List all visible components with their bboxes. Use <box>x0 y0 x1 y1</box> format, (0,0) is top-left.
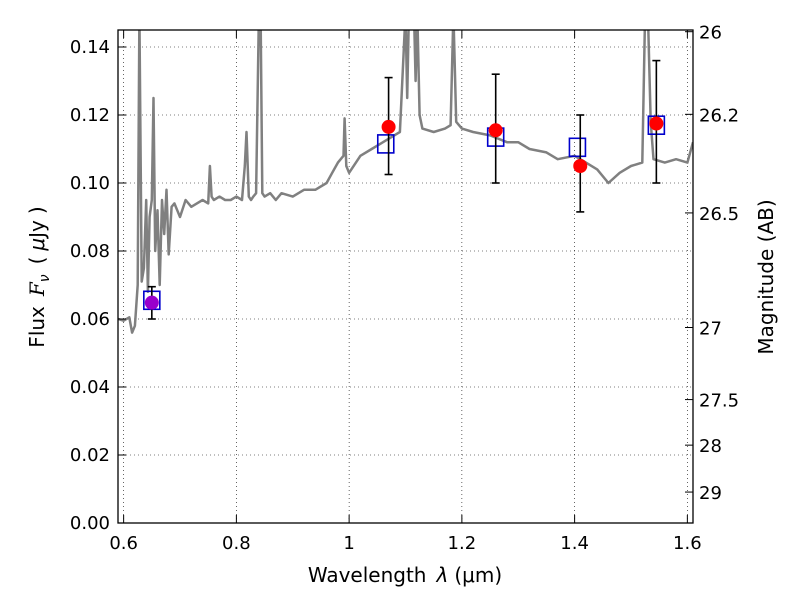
model-spectrum-line <box>118 30 693 334</box>
x-axis-ticks: 0.6 0.8 1 1.2 1.4 1.6 <box>109 30 702 554</box>
observed-flux-point <box>381 119 396 134</box>
y-tick-label: 0.10 <box>70 173 110 194</box>
y-tick-label: 0.02 <box>70 445 110 466</box>
magnitude-tick-label: 28 <box>699 436 722 457</box>
model-photometry-marker <box>376 134 395 154</box>
points-layer <box>143 59 666 320</box>
x-tick-label: 1.6 <box>673 533 702 554</box>
y-tick-label: 0.04 <box>70 377 110 398</box>
magnitude-tick-label: 27 <box>699 319 722 340</box>
y-tick-label: 0.12 <box>70 105 110 126</box>
spectrum-layer <box>118 30 693 334</box>
plot-frame <box>117 29 694 524</box>
y-tick-label: 0.14 <box>70 37 110 58</box>
magnitude-tick-label: 27.5 <box>699 391 739 412</box>
plot-background <box>118 30 693 523</box>
magnitude-tick-label: 26 <box>699 23 722 44</box>
magnitude-tick-label: 26.5 <box>699 204 739 225</box>
magnitude-axis-label: Magnitude (AB) <box>754 199 778 354</box>
observed-flux-point <box>649 116 664 131</box>
magnitude-axis-ticks: 26 26.2 26.5 27 27.5 28 29 <box>685 23 739 504</box>
observed-flux-point <box>488 123 503 138</box>
x-tick-label: 1 <box>343 533 354 554</box>
magnitude-tick-label: 26.2 <box>699 105 739 126</box>
x-tick-label: 1.4 <box>560 533 589 554</box>
model-photometry-marker <box>568 137 587 158</box>
observed-flux-point <box>573 159 588 173</box>
x-tick-label: 0.8 <box>222 533 251 554</box>
x-tick-label: 1.2 <box>448 533 477 554</box>
observed-flux-point <box>144 295 159 310</box>
magnitude-tick-label: 29 <box>699 483 722 504</box>
y-tick-label: 0.06 <box>70 309 110 330</box>
y-tick-label: 0.00 <box>70 513 110 534</box>
x-axis-label: Wavelength λ (μm) <box>308 563 502 587</box>
x-tick-label: 0.6 <box>109 533 138 554</box>
y-tick-label: 0.08 <box>70 241 110 262</box>
y-axis-ticks: 0.00 0.02 0.04 0.06 0.08 0.10 0.12 0.14 <box>70 37 126 534</box>
y-axis-label: FluxFν(μJy) <box>25 206 53 347</box>
